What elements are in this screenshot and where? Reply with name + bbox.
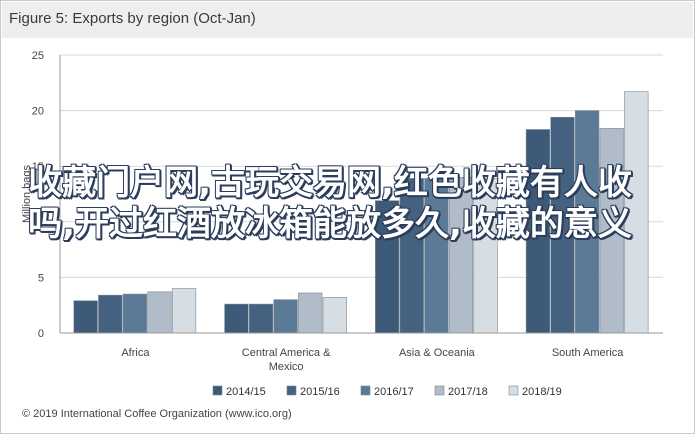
legend-label: 2014/15 [226,386,266,398]
y-tick-label: 15 [32,161,44,173]
legend-swatch [360,385,371,396]
y-tick-label: 0 [38,328,44,340]
y-tick-label: 25 [32,50,44,62]
figure-title: Figure 5: Exports by region (Oct-Jan) [9,10,256,27]
legend-swatch [212,385,223,396]
legend-swatch [286,385,297,396]
legend-swatch [434,385,445,396]
y-tick-label: 5 [38,272,44,284]
legend-swatch [508,385,519,396]
bar [224,303,249,334]
bar [273,299,298,334]
legend-label: 2016/17 [374,386,414,398]
y-tick-label: 20 [32,106,44,118]
y-axis-title: Million bags [21,164,33,223]
bar [298,292,323,334]
x-category-label: Mexico [269,361,304,373]
legend-label: 2015/16 [300,386,340,398]
x-category-label: Africa [121,347,150,359]
title-bar: Figure 5: Exports by region (Oct-Jan) [2,2,693,38]
bar [98,294,123,334]
watermark-overlay-text: 收藏门户网,古玩交易网,红色收藏有人收吗,开过红酒放冰箱能放多久,收藏的意义 [28,163,632,244]
bar [122,293,147,334]
bar [73,300,98,334]
x-category-label: Asia & Oceania [399,347,476,359]
bar [322,297,347,334]
bar [171,288,197,334]
bar [248,303,274,334]
x-category-label: Central America & [242,347,331,359]
y-tick-label: 10 [32,217,44,229]
copyright-footer: © 2019 International Coffee Organization… [22,408,292,420]
legend-label: 2017/18 [448,386,488,398]
legend-label: 2018/19 [522,386,562,398]
x-category-label: South America [552,347,624,359]
bar [147,291,172,334]
